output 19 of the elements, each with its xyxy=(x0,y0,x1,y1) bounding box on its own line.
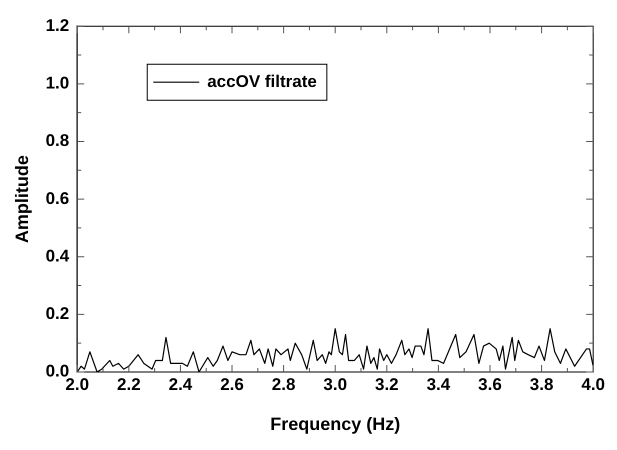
x-tick-label: 2.4 xyxy=(168,374,193,394)
legend-label: accOV filtrate xyxy=(207,72,317,91)
y-tick-label: 1.2 xyxy=(46,16,70,35)
y-tick-label: 0.8 xyxy=(46,131,70,150)
x-tick-label: 3.2 xyxy=(374,374,399,394)
x-tick-label: 3.6 xyxy=(478,374,502,394)
y-tick-label: 1.0 xyxy=(46,74,70,93)
x-tick-label: 4.0 xyxy=(581,374,606,394)
x-axis-title: Frequency (Hz) xyxy=(270,414,400,434)
x-tick-label: 2.6 xyxy=(220,374,244,394)
x-tick-label: 2.8 xyxy=(272,374,296,394)
x-tick-label: 3.8 xyxy=(530,374,554,394)
x-tick-label: 3.0 xyxy=(323,374,348,394)
y-axis-title: Amplitude xyxy=(12,155,32,244)
x-tick-label: 3.4 xyxy=(426,374,451,394)
y-tick-label: 0.4 xyxy=(46,246,70,266)
y-tick-label: 0.2 xyxy=(46,304,70,324)
x-tick-label: 2.2 xyxy=(117,374,141,394)
y-tick-label: 0.6 xyxy=(46,188,70,208)
